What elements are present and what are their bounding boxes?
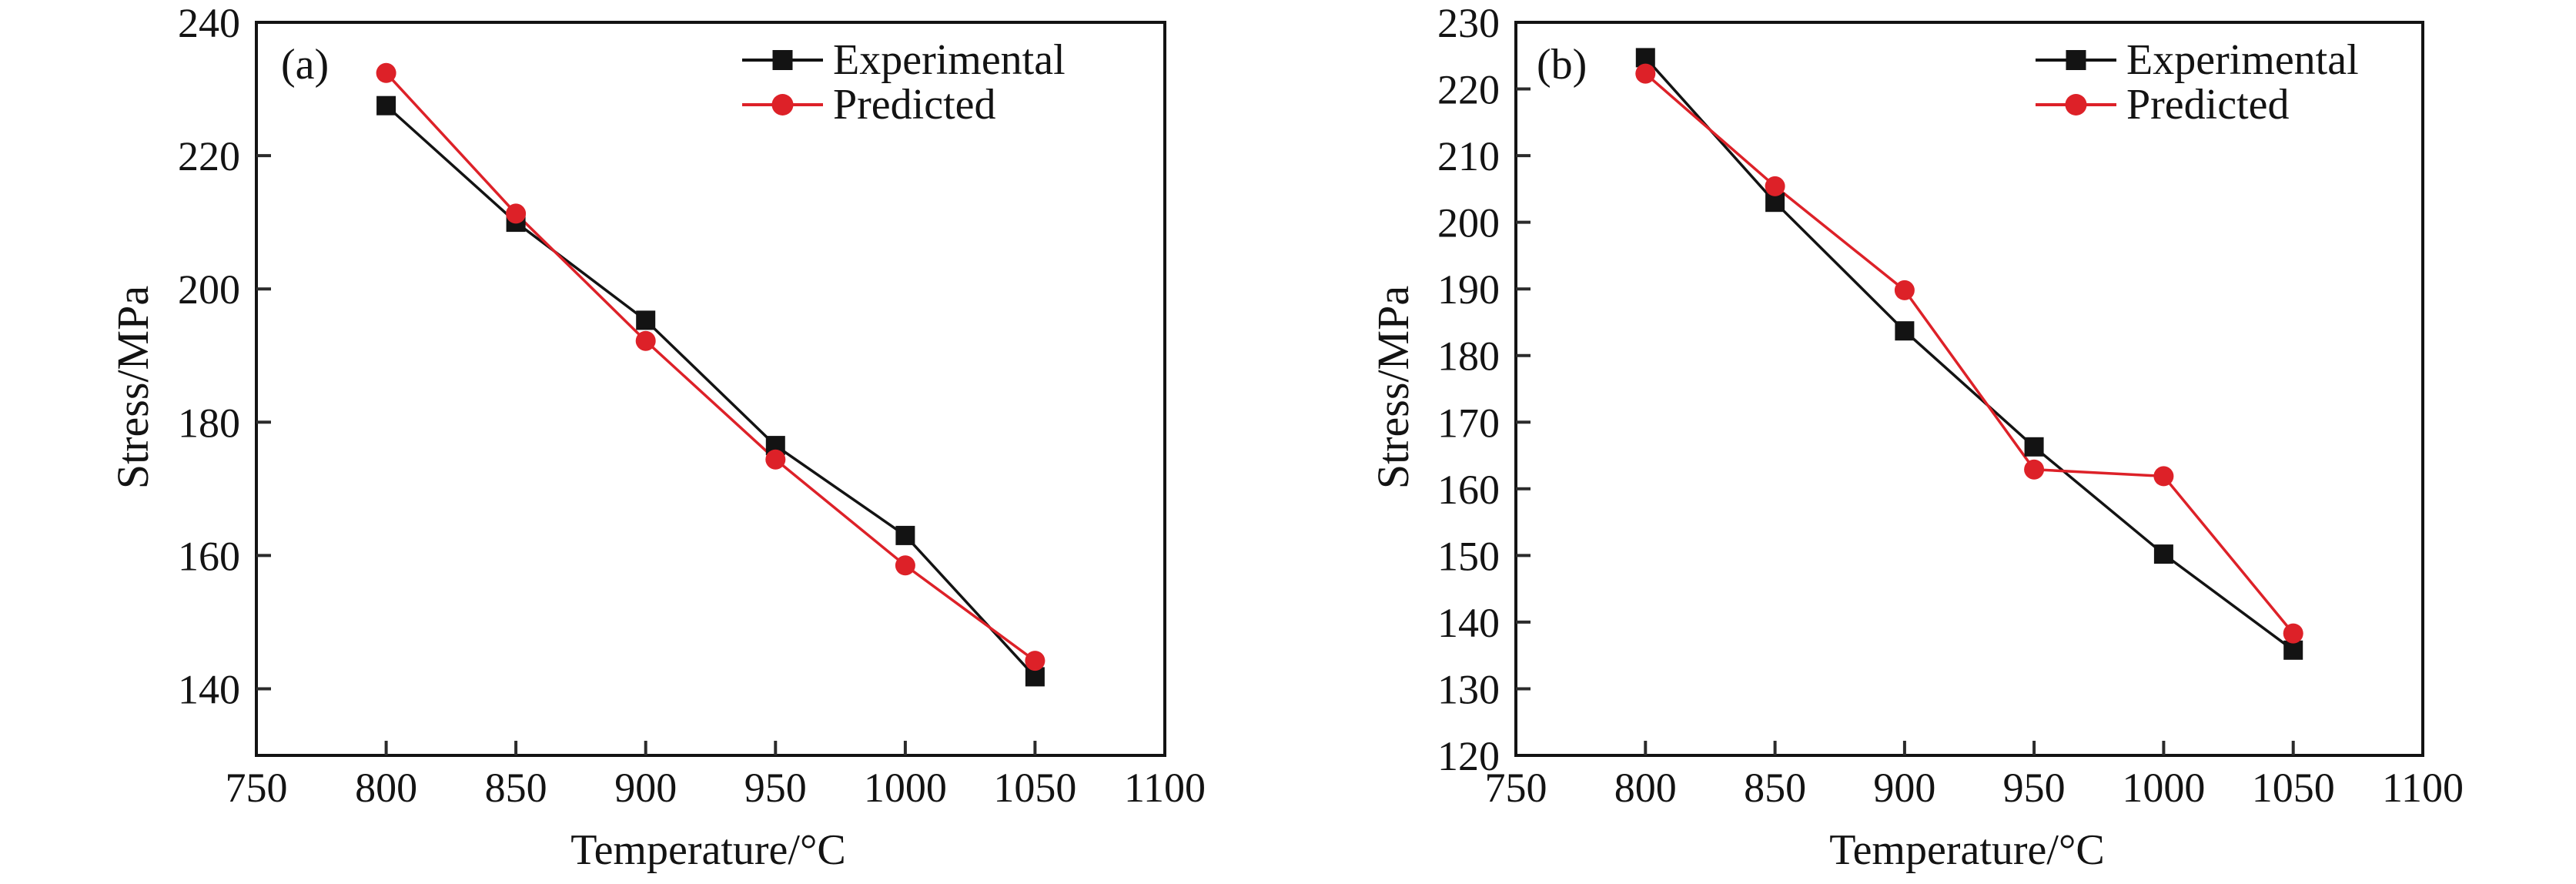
svg-text:Temperature/°C: Temperature/°C <box>570 826 845 874</box>
svg-text:950: 950 <box>2003 765 2066 811</box>
svg-text:200: 200 <box>1437 200 1500 246</box>
svg-text:220: 220 <box>178 133 240 179</box>
svg-text:800: 800 <box>1614 765 1677 811</box>
svg-text:Temperature/°C: Temperature/°C <box>1829 826 2104 874</box>
svg-text:210: 210 <box>1437 133 1500 179</box>
svg-text:Predicted: Predicted <box>833 81 995 129</box>
svg-text:800: 800 <box>355 765 417 811</box>
svg-text:Experimental: Experimental <box>833 36 1066 84</box>
svg-text:(a): (a) <box>281 41 329 89</box>
svg-text:1050: 1050 <box>993 765 1076 811</box>
svg-text:1000: 1000 <box>2122 765 2205 811</box>
svg-text:Stress/MPa: Stress/MPa <box>108 286 158 489</box>
svg-text:750: 750 <box>226 765 288 811</box>
svg-text:1050: 1050 <box>2252 765 2335 811</box>
svg-text:850: 850 <box>485 765 547 811</box>
svg-text:Predicted: Predicted <box>2126 81 2289 129</box>
svg-text:Experimental: Experimental <box>2126 36 2359 84</box>
svg-text:140: 140 <box>178 667 240 713</box>
svg-text:160: 160 <box>1437 467 1500 513</box>
svg-text:Stress/MPa: Stress/MPa <box>1368 286 1418 489</box>
svg-text:120: 120 <box>1437 733 1500 779</box>
svg-text:1000: 1000 <box>864 765 947 811</box>
svg-text:150: 150 <box>1437 533 1500 579</box>
svg-text:180: 180 <box>178 400 240 446</box>
svg-text:1100: 1100 <box>2382 765 2464 811</box>
svg-text:160: 160 <box>178 533 240 579</box>
svg-text:900: 900 <box>1873 765 1935 811</box>
svg-text:220: 220 <box>1437 67 1500 113</box>
svg-text:(b): (b) <box>1537 41 1587 89</box>
svg-text:180: 180 <box>1437 333 1500 380</box>
svg-text:200: 200 <box>178 266 240 313</box>
svg-text:170: 170 <box>1437 400 1500 446</box>
svg-text:140: 140 <box>1437 600 1500 646</box>
svg-text:190: 190 <box>1437 266 1500 313</box>
svg-text:1100: 1100 <box>1124 765 1206 811</box>
svg-text:130: 130 <box>1437 667 1500 713</box>
svg-text:950: 950 <box>744 765 807 811</box>
svg-text:230: 230 <box>1437 0 1500 46</box>
svg-text:900: 900 <box>614 765 677 811</box>
svg-text:750: 750 <box>1485 765 1547 811</box>
svg-text:850: 850 <box>1744 765 1806 811</box>
svg-text:240: 240 <box>178 0 240 46</box>
